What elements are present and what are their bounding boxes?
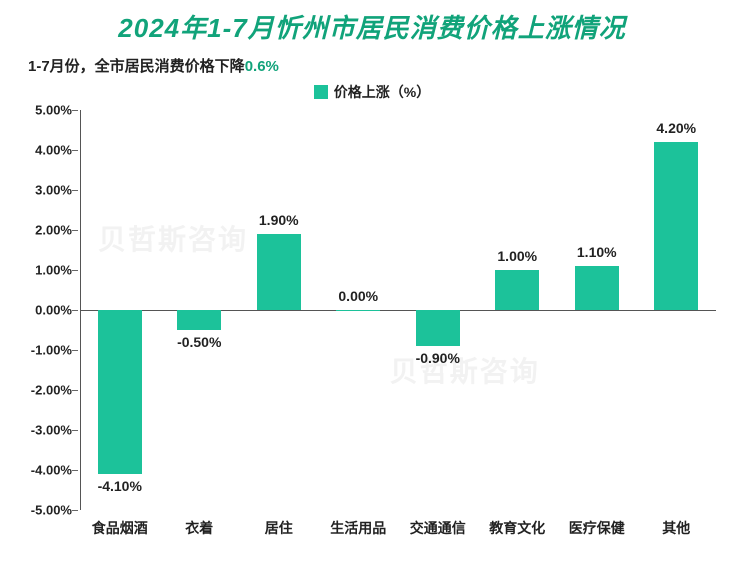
- zero-line: [80, 310, 716, 311]
- y-tick-label: 2.00%: [35, 223, 72, 238]
- bar: [257, 234, 301, 310]
- y-tick-label: 3.00%: [35, 183, 72, 198]
- y-tick-mark: [72, 270, 78, 271]
- chart-title: 2024年1-7月忻州市居民消费价格上涨情况: [0, 0, 744, 45]
- y-tick-label: 0.00%: [35, 303, 72, 318]
- x-tick-label: 医疗保健: [557, 518, 637, 538]
- y-tick-label: -3.00%: [31, 423, 72, 438]
- bar-value-label: 4.20%: [636, 120, 716, 136]
- y-tick-mark: [72, 430, 78, 431]
- y-tick-label: -4.00%: [31, 463, 72, 478]
- x-tick-label: 其他: [637, 518, 717, 538]
- y-tick-mark: [72, 510, 78, 511]
- bar-value-label: -4.10%: [80, 478, 160, 494]
- bar-value-label: 1.10%: [557, 244, 637, 260]
- y-tick-mark: [72, 230, 78, 231]
- x-tick-label: 居住: [239, 518, 319, 538]
- y-tick-mark: [72, 390, 78, 391]
- y-tick-mark: [72, 190, 78, 191]
- bar: [575, 266, 619, 310]
- y-tick-label: 1.00%: [35, 263, 72, 278]
- bar-value-label: 1.00%: [477, 248, 557, 264]
- x-tick-label: 生活用品: [319, 518, 399, 538]
- y-tick-label: 5.00%: [35, 103, 72, 118]
- y-tick-mark: [72, 150, 78, 151]
- bar: [495, 270, 539, 310]
- bar-value-label: -0.90%: [398, 350, 478, 366]
- y-tick-label: -1.00%: [31, 343, 72, 358]
- legend: 价格上涨（%）: [0, 82, 744, 102]
- bar: [98, 310, 142, 474]
- y-tick-label: -2.00%: [31, 383, 72, 398]
- bar: [416, 310, 460, 346]
- bar: [336, 310, 380, 311]
- bar-chart: 贝哲斯咨询 贝哲斯咨询 -5.00%-4.00%-3.00%-2.00%-1.0…: [8, 110, 726, 550]
- x-tick-label: 食品烟酒: [80, 518, 160, 538]
- bar-value-label: 0.00%: [318, 288, 398, 304]
- y-tick-mark: [72, 110, 78, 111]
- y-tick-mark: [72, 310, 78, 311]
- subtitle-prefix: 1-7月份，全市居民消费价格下降: [28, 58, 245, 75]
- y-axis: -5.00%-4.00%-3.00%-2.00%-1.00%0.00%1.00%…: [8, 110, 80, 510]
- bar-value-label: 1.90%: [239, 212, 319, 228]
- x-tick-label: 教育文化: [478, 518, 558, 538]
- plot-area: -4.10% -0.50% 1.90% 0.00% -0.90% 1.00%1.10% 4.…: [80, 110, 716, 510]
- y-tick-label: -5.00%: [31, 503, 72, 518]
- y-tick-mark: [72, 470, 78, 471]
- bar-value-label: -0.50%: [159, 334, 239, 350]
- subtitle: 1-7月份，全市居民消费价格下降0.6%: [28, 55, 744, 76]
- legend-label: 价格上涨（%）: [334, 84, 430, 100]
- x-tick-label: 衣着: [160, 518, 240, 538]
- bar: [654, 142, 698, 310]
- y-tick-label: 4.00%: [35, 143, 72, 158]
- y-tick-mark: [72, 350, 78, 351]
- legend-swatch: [314, 85, 328, 99]
- x-tick-label: 交通通信: [398, 518, 478, 538]
- bar: [177, 310, 221, 330]
- subtitle-highlight: 0.6%: [245, 58, 279, 75]
